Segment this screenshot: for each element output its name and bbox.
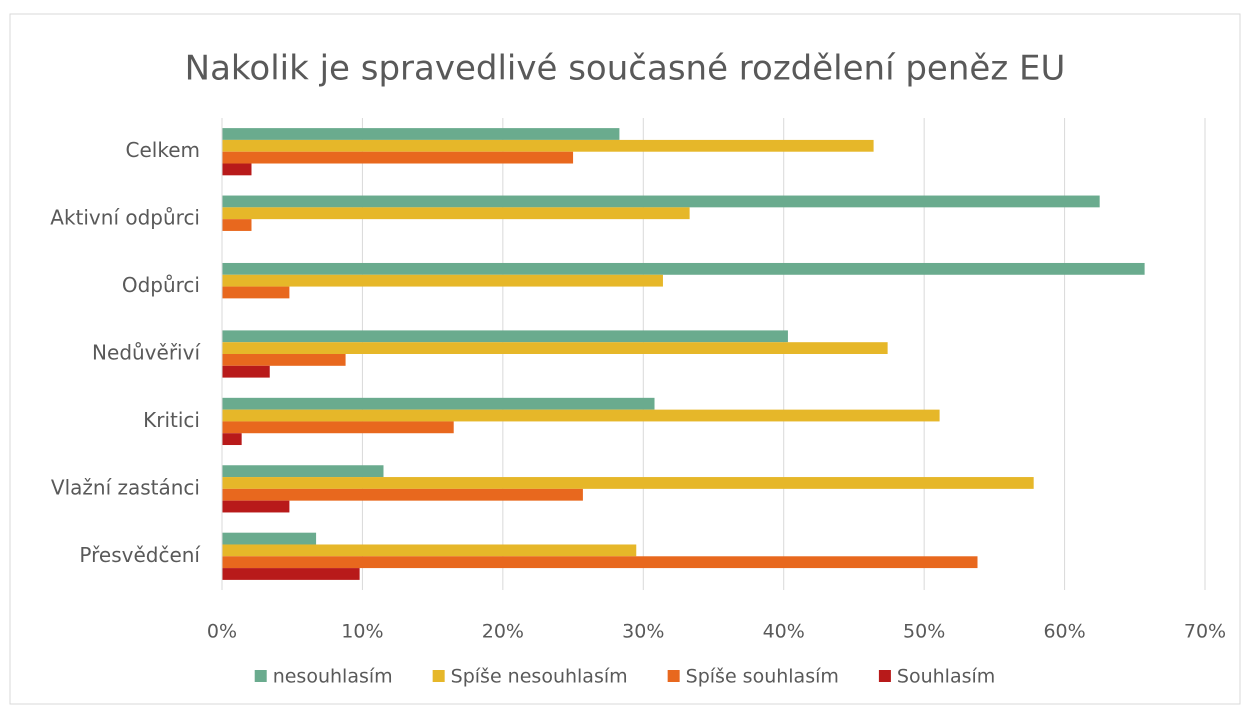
x-tick-label: 40% [763, 621, 805, 643]
bar [222, 397, 655, 410]
bar [222, 163, 252, 176]
bar [222, 354, 346, 366]
bar [222, 433, 242, 446]
bar [222, 532, 317, 545]
bar [222, 262, 1145, 275]
y-tick-label: Vlažní zastánci [51, 475, 200, 499]
y-tick-label: Kritici [143, 408, 200, 432]
bar [222, 465, 384, 478]
bar [222, 219, 252, 231]
legend-swatch [254, 670, 267, 682]
bar [222, 330, 788, 343]
x-tick-label: 0% [207, 621, 237, 643]
bar [222, 207, 690, 220]
bar [222, 477, 1034, 489]
legend-swatch [878, 670, 891, 682]
x-tick-label: 10% [341, 621, 383, 643]
bar [222, 556, 978, 569]
bar [222, 365, 270, 378]
legend-label: Souhlasím [897, 666, 995, 688]
chart-title: Nakolik je spravedlivé současné rozdělen… [185, 49, 1066, 89]
legend-label: Spíše souhlasím [686, 666, 839, 688]
y-tick-label: Celkem [126, 138, 200, 162]
x-tick-label: 20% [482, 621, 524, 643]
legend-label: Spíše nesouhlasím [451, 666, 628, 688]
bar [222, 139, 874, 152]
bar [222, 409, 940, 422]
bar [222, 195, 1100, 208]
bar [222, 128, 620, 140]
legend-swatch [432, 670, 445, 682]
y-tick-label: Přesvědčení [79, 543, 201, 567]
chart-border [9, 13, 1241, 705]
bar [222, 544, 637, 557]
y-tick-label: Nedůvěřiví [92, 341, 201, 365]
x-tick-label: 60% [1043, 621, 1085, 643]
y-tick-label: Aktivní odpůrci [50, 206, 200, 230]
y-tick-label: Odpůrci [122, 273, 200, 297]
bar [222, 421, 454, 434]
x-tick-label: 70% [1184, 621, 1226, 643]
bar [222, 568, 360, 580]
bar [222, 274, 663, 287]
bar [222, 151, 574, 164]
bar [222, 286, 290, 299]
bar [222, 342, 888, 354]
x-tick-label: 30% [622, 621, 664, 643]
bar [222, 500, 290, 513]
legend-label: nesouhlasím [273, 666, 393, 688]
x-tick-label: 50% [903, 621, 945, 643]
legend-swatch [667, 670, 680, 682]
bar [222, 488, 583, 501]
